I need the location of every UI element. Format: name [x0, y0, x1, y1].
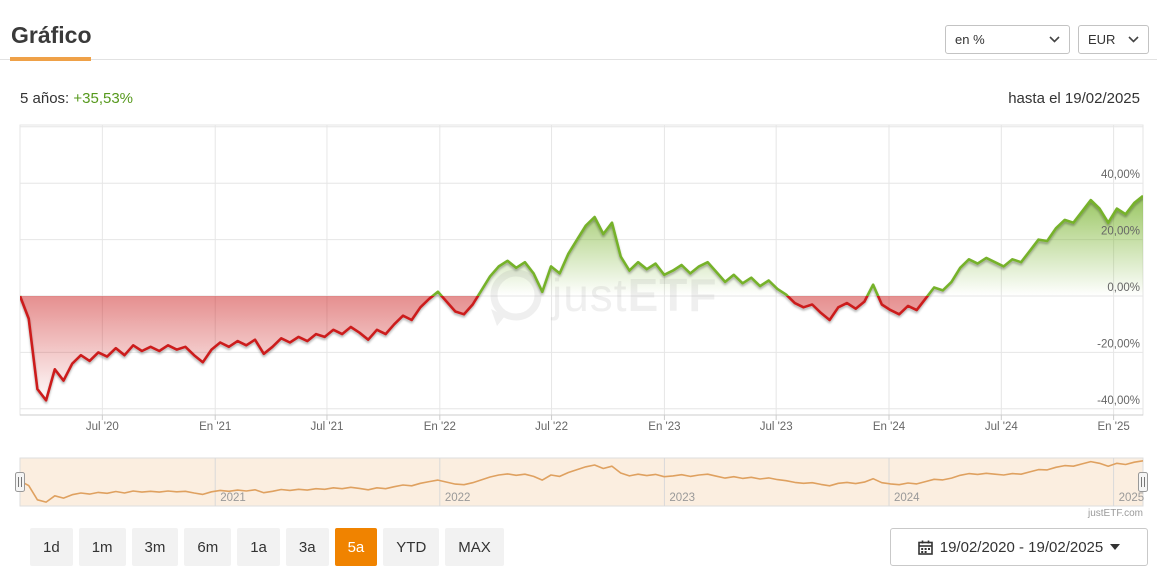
- unit-select-value: en %: [955, 32, 985, 47]
- y-axis-label: -20,00%: [1097, 338, 1140, 350]
- header-divider: [0, 59, 1157, 60]
- nav-handle-left[interactable]: [15, 472, 25, 492]
- x-axis-label: En '23: [648, 421, 680, 433]
- navigator-background[interactable]: [19, 457, 1144, 507]
- calendar-icon: [917, 540, 933, 555]
- range-button-max[interactable]: MAX: [445, 528, 504, 566]
- range-button-3a[interactable]: 3a: [285, 528, 329, 566]
- range-button-1m[interactable]: 1m: [78, 528, 126, 566]
- date-range-value: 19/02/2020 - 19/02/2025: [939, 538, 1104, 556]
- navigator-year-label: 2024: [894, 492, 920, 504]
- x-axis-label: Jul '21: [311, 421, 344, 433]
- x-axis-label: Jul '20: [86, 421, 119, 433]
- watermark: justETF: [490, 269, 717, 326]
- caret-down-icon: [1110, 544, 1121, 550]
- until-date-label: hasta el 19/02/2025: [1008, 90, 1140, 107]
- positive-area-fill: [20, 195, 1143, 296]
- period-label: 5 años:: [20, 90, 70, 107]
- period-value: +35,53%: [73, 90, 134, 107]
- range-button-6m[interactable]: 6m: [184, 528, 232, 566]
- x-axis-label: Jul '22: [535, 421, 568, 433]
- series-line-negative[interactable]: [20, 196, 1143, 402]
- brand-label: justETF.com: [1087, 508, 1143, 519]
- navigator-year-label: 2023: [669, 492, 695, 504]
- svg-text:justETF: justETF: [550, 269, 717, 321]
- range-buttons: 1d 1m 3m 6m 1a 3a 5a YTD MAX: [30, 528, 504, 566]
- navigator-year-label: 2021: [220, 492, 246, 504]
- chevron-down-icon: [1049, 36, 1060, 43]
- navigator-year-label: 2025: [1119, 492, 1145, 504]
- range-button-1d[interactable]: 1d: [30, 528, 73, 566]
- y-axis-label: -40,00%: [1097, 395, 1140, 407]
- x-axis-label: En '25: [1097, 421, 1129, 433]
- period-performance: 5 años: +35,53%: [20, 90, 133, 107]
- chevron-down-icon: [1128, 36, 1139, 43]
- date-range-picker[interactable]: 19/02/2020 - 19/02/2025: [890, 528, 1148, 566]
- y-axis-label: 40,00%: [1101, 169, 1140, 181]
- currency-select[interactable]: EUR: [1078, 25, 1149, 54]
- x-axis-label: En '21: [199, 421, 231, 433]
- x-axis-label: Jul '24: [985, 421, 1018, 433]
- nav-handle-right[interactable]: [1138, 472, 1148, 492]
- x-axis-label: Jul '23: [760, 421, 793, 433]
- negative-area-fill: [20, 296, 1143, 401]
- performance-chart[interactable]: Jul '20 En '21 Jul '21 En '22 Jul '22 En '23 J…: [0, 118, 1157, 450]
- navigator-series-line: [19, 460, 1144, 503]
- unit-select[interactable]: en %: [945, 25, 1070, 54]
- x-axis-label: En '22: [424, 421, 456, 433]
- series-line-positive[interactable]: [20, 194, 1143, 400]
- range-button-3m[interactable]: 3m: [131, 528, 179, 566]
- y-axis-label: 0,00%: [1107, 282, 1140, 294]
- x-axis-label: En '24: [873, 421, 906, 433]
- range-button-5a[interactable]: 5a: [334, 528, 378, 566]
- navigator-year-label: 2022: [445, 492, 471, 504]
- range-button-ytd[interactable]: YTD: [383, 528, 440, 566]
- y-axis-label: 20,00%: [1101, 226, 1140, 238]
- range-button-1a[interactable]: 1a: [237, 528, 280, 566]
- currency-select-value: EUR: [1088, 32, 1116, 47]
- title-accent-underline: [10, 57, 91, 61]
- chart-navigator[interactable]: 2021 2022 2023 2024 2025: [0, 455, 1157, 523]
- page-title: Gráfico: [11, 22, 92, 48]
